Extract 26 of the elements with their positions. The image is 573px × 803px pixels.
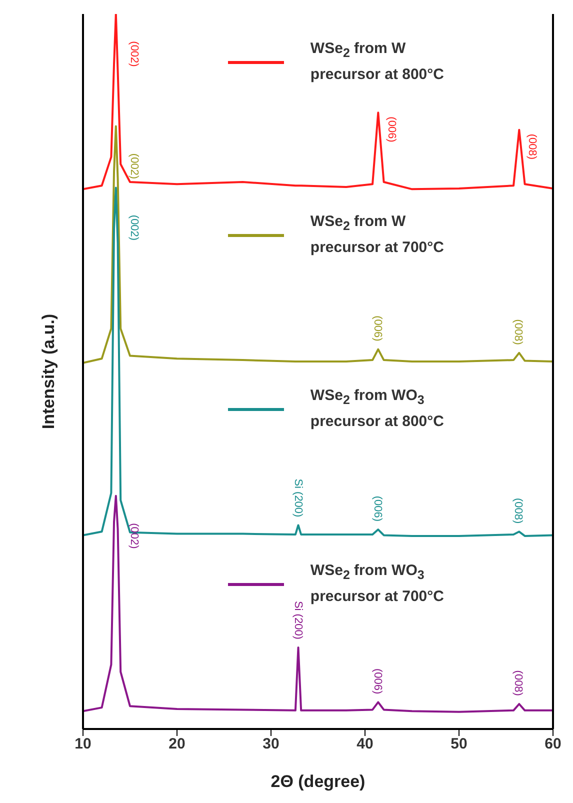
legend-label: WSe$_{2}$ from W precursor at 800°C: [310, 39, 445, 86]
legend-label: WSe$_{2}$ from WO$_{3}$ precursor at 700°C: [310, 561, 445, 608]
annotation: (008): [512, 670, 524, 696]
y-axis-title: Intensity (a.u.): [39, 314, 58, 430]
legend-label: WSe$_{2}$ from W precursor at 700°C: [310, 212, 445, 258]
annotation: Si (200): [292, 478, 304, 518]
x-tick-label: 20: [168, 736, 186, 753]
x-tick-label: 50: [450, 736, 468, 753]
annotation: (002): [128, 214, 140, 241]
annotation: Si (200): [292, 600, 304, 640]
annotation: (008): [512, 319, 524, 345]
x-tick-label: 10: [74, 736, 92, 753]
x-tick-label: 30: [262, 736, 280, 753]
annotation: (006): [386, 116, 398, 142]
x-axis-title: 2Θ (degree): [270, 772, 366, 791]
x-tick-label: 60: [544, 736, 562, 753]
annotation: (006): [372, 316, 384, 342]
annotation: (002): [128, 41, 140, 67]
annotation: (002): [128, 523, 140, 549]
annotation: (008): [512, 498, 524, 524]
annotation: (002): [128, 153, 140, 180]
x-tick-label: 40: [356, 736, 374, 753]
legend-label: WSe$_{2}$ from WO$_{3}$ precursor at 800°C: [310, 386, 445, 432]
annotation: (006): [372, 668, 384, 694]
annotation: (006): [372, 496, 384, 522]
annotation: (008): [526, 134, 538, 160]
